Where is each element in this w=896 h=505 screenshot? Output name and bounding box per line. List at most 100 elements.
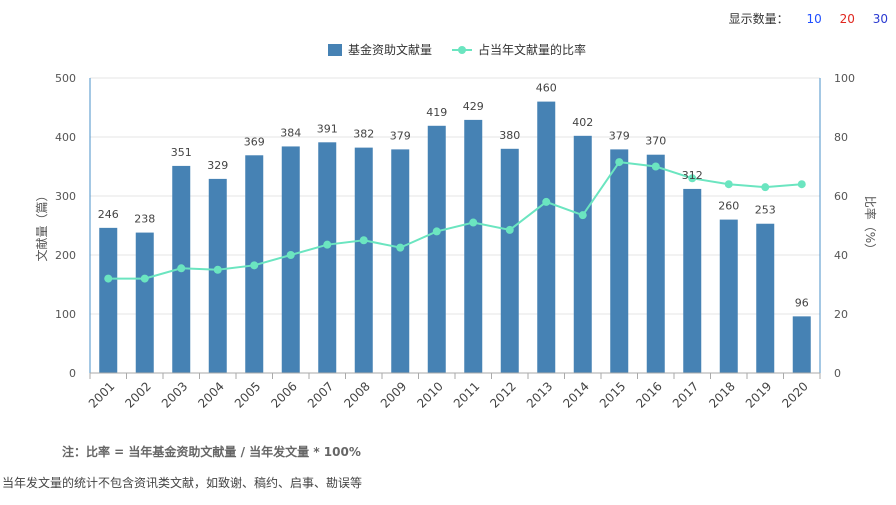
x-tick-label: 2006 xyxy=(268,379,299,410)
y-right-tick-label: 0 xyxy=(834,367,841,380)
bar-value-labels: 246 238 351 329 369 384 391 382 379 419 429 380 460 4… xyxy=(98,82,809,310)
x-tick-label: 2018 xyxy=(706,379,737,410)
bar-value-label: 384 xyxy=(280,126,301,139)
bar-2006[interactable] xyxy=(281,146,300,373)
bar-2012[interactable] xyxy=(500,148,519,373)
display-count-20-option[interactable]: 20 xyxy=(839,12,855,26)
x-tick-label: 2020 xyxy=(779,379,810,410)
ratio-point-2014[interactable] xyxy=(578,211,587,220)
ratio-point-2012[interactable] xyxy=(505,225,514,234)
x-tick-label: 2004 xyxy=(195,379,226,410)
bar-value-label: 96 xyxy=(795,296,809,309)
ratio-point-2002[interactable] xyxy=(140,274,149,283)
ratio-point-2011[interactable] xyxy=(469,218,478,227)
y-left-axis-title: 文献量（篇） xyxy=(34,189,49,261)
x-tick-label: 2009 xyxy=(378,379,409,410)
y-right-tick-label: 40 xyxy=(834,249,848,262)
ratio-point-2005[interactable] xyxy=(250,261,259,270)
ratio-point-2013[interactable] xyxy=(542,197,551,206)
display-count-label: 显示数量： xyxy=(728,12,789,26)
formula-note: 注：比率 = 当年基金资助文献量 / 当年发文量 * 100% xyxy=(62,445,361,459)
axes: 0 100 200 300 400 500 0 20 40 60 80 100 文献量（篇） 比率（%） 2… xyxy=(34,72,878,411)
bar-2009[interactable] xyxy=(391,149,410,373)
y-right-tick-label: 100 xyxy=(834,72,855,85)
bar-2020[interactable] xyxy=(792,316,811,373)
bar-2010[interactable] xyxy=(427,125,446,373)
ratio-point-2017[interactable] xyxy=(688,174,697,183)
x-tick-label: 2005 xyxy=(232,379,263,410)
y-left-tick-label: 300 xyxy=(55,190,76,203)
ratio-point-2006[interactable] xyxy=(286,251,295,259)
y-right-axis-title: 比率（%） xyxy=(863,196,878,255)
bar-value-label: 329 xyxy=(207,159,228,172)
y-left-tick-label: 200 xyxy=(55,249,76,262)
bar-value-label: 419 xyxy=(426,106,447,119)
ratio-point-2016[interactable] xyxy=(651,162,660,171)
display-count-selector: 显示数量： 10 20 30 xyxy=(723,10,888,27)
bar-value-label: 379 xyxy=(390,129,411,142)
bar-2001[interactable] xyxy=(99,227,118,373)
bar-2013[interactable] xyxy=(537,101,556,373)
x-tick-label: 2008 xyxy=(341,379,372,410)
bar-value-label: 402 xyxy=(572,116,593,129)
x-tick-label: 2002 xyxy=(122,379,153,410)
legend-line-label[interactable]: 占当年文献量的比率 xyxy=(478,42,586,57)
bar-value-label: 246 xyxy=(98,208,119,221)
display-count-10-option[interactable]: 10 xyxy=(806,12,822,26)
y-right-tick-label: 20 xyxy=(834,308,848,321)
bar-value-label: 429 xyxy=(463,100,484,113)
ratio-point-2003[interactable] xyxy=(177,264,186,273)
bar-value-label: 351 xyxy=(171,146,192,159)
ratio-point-2009[interactable] xyxy=(396,243,405,252)
bar-2015[interactable] xyxy=(610,149,629,373)
x-tick-label: 2019 xyxy=(743,379,774,410)
bar-value-label: 238 xyxy=(134,213,155,226)
ratio-point-2001[interactable] xyxy=(104,274,113,283)
bar-value-label: 369 xyxy=(244,135,265,148)
ratio-point-2004[interactable] xyxy=(213,265,222,274)
bar-2019[interactable] xyxy=(756,223,775,373)
x-tick-label: 2003 xyxy=(159,379,190,410)
display-count-30-option[interactable]: 30 xyxy=(872,12,888,26)
x-tick-label: 2010 xyxy=(414,379,445,410)
exclusion-note: 当年发文量的统计不包含资讯类文献，如致谢、稿约、启事、勘误等 xyxy=(2,476,363,490)
bar-value-label: 391 xyxy=(317,122,338,135)
y-right-tick-label: 60 xyxy=(834,190,848,203)
bar-value-label: 380 xyxy=(499,129,520,142)
bar-2017[interactable] xyxy=(683,188,702,373)
legend-bar-label[interactable]: 基金资助文献量 xyxy=(348,42,432,57)
ratio-point-2010[interactable] xyxy=(432,227,441,236)
legend[interactable]: 基金资助文献量 占当年文献量的比率 xyxy=(328,42,586,57)
bar-value-label: 253 xyxy=(755,204,776,217)
ratio-point-2007[interactable] xyxy=(323,240,332,249)
bar-value-label: 370 xyxy=(645,135,666,148)
grid-lines xyxy=(90,77,820,315)
ratio-line xyxy=(108,161,802,280)
bar-2016[interactable] xyxy=(646,154,665,373)
combo-chart: 0 100 200 300 400 500 0 20 40 60 80 100 文献量（篇） 比率（%） 2… xyxy=(34,42,878,411)
x-tick-label: 2013 xyxy=(524,379,555,410)
bar-2014[interactable] xyxy=(573,135,592,373)
x-tick-label: 2007 xyxy=(305,379,336,410)
ratio-point-2015[interactable] xyxy=(615,158,624,167)
ratio-point-2018[interactable] xyxy=(724,180,733,189)
y-right-tick-label: 80 xyxy=(834,131,848,144)
bar-value-label: 379 xyxy=(609,129,630,142)
x-tick-label: 2017 xyxy=(670,379,701,410)
bar-value-label: 460 xyxy=(536,82,557,95)
bar-2011[interactable] xyxy=(464,119,483,373)
bar-2018[interactable] xyxy=(719,219,738,373)
bar-2004[interactable] xyxy=(208,178,227,373)
bar-2008[interactable] xyxy=(354,147,373,373)
bar-2007[interactable] xyxy=(318,142,337,373)
x-tick-label: 2012 xyxy=(487,379,518,410)
ratio-point-2019[interactable] xyxy=(761,183,770,192)
x-tick-label: 2014 xyxy=(560,379,591,410)
ratio-point-2020[interactable] xyxy=(797,180,806,189)
bar-2002[interactable] xyxy=(135,232,154,373)
y-left-tick-label: 500 xyxy=(55,72,76,85)
legend-line-marker xyxy=(458,46,466,54)
legend-bar-swatch xyxy=(328,44,342,56)
x-tick-label: 2011 xyxy=(451,379,482,410)
ratio-point-2008[interactable] xyxy=(359,236,368,245)
